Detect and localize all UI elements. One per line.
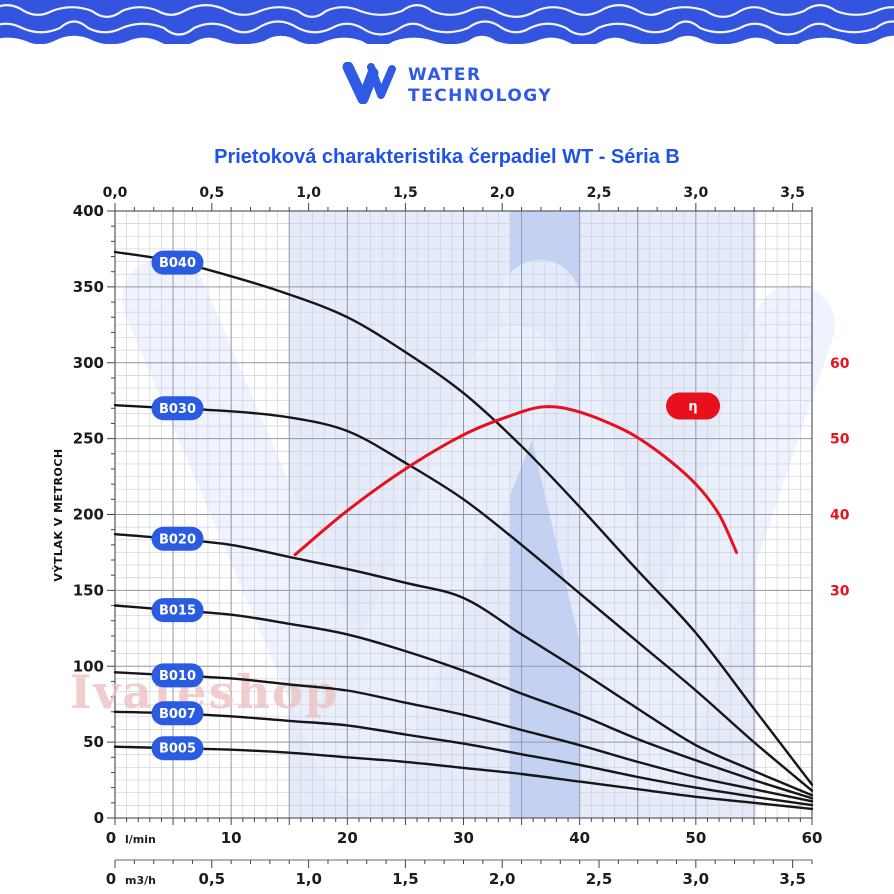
bottom-axis-zero: 0 (106, 829, 116, 847)
curve-B040 (113, 250, 814, 786)
shop-watermark: Ivateshop (70, 665, 339, 719)
pill-B007 (151, 701, 204, 726)
curve-η (293, 405, 738, 557)
right-axis-label: 60 (830, 356, 850, 372)
ruler-axis-unit: m3/h (125, 874, 156, 887)
banner-waves-icon (0, 0, 894, 60)
axis-labels: 0,0 0,5 1,0 1,5 2,0 2,5 3,0 3,5 10 20 30 40 50 60 0,5 1… (73, 185, 850, 888)
left-axis-label: 350 (73, 278, 104, 296)
pill-label-B007: B007 (159, 707, 196, 722)
bottom-axis-label: 20 (337, 829, 358, 847)
water-technology-logo-icon (342, 62, 396, 104)
pill-B010 (151, 663, 204, 688)
top-axis-label: 3,0 (683, 185, 708, 201)
banner-wave (0, 4, 894, 18)
logo-text: WATER TECHNOLOGY (408, 65, 552, 107)
pill-B005 (151, 736, 204, 761)
logo-text-line1: WATER (408, 65, 482, 85)
left-axis-label: 250 (73, 430, 104, 448)
ruler-axis-label: 3,0 (683, 870, 710, 888)
left-axis-label: 150 (73, 581, 104, 599)
ruler-axis-label: 1,0 (295, 870, 322, 888)
pill-label-B015: B015 (159, 604, 196, 619)
left-axis-label: 200 (73, 506, 104, 524)
ruler-axis-label: 2,5 (586, 870, 613, 888)
pill-label-B005: B005 (159, 742, 196, 757)
top-axis-label: 2,5 (587, 185, 612, 201)
bottom-axis-label: 30 (453, 829, 474, 847)
ruler-axis-label: 0,5 (199, 870, 226, 888)
left-axis-label: 100 (73, 657, 104, 675)
pill-label-B020: B020 (159, 532, 196, 547)
top-axis-label: 1,0 (296, 185, 321, 201)
right-axis-label: 40 (830, 508, 850, 524)
top-axis-label: 1,5 (393, 185, 418, 201)
left-axis-label: 50 (83, 733, 104, 751)
top-axis-label: 2,0 (490, 185, 515, 201)
page-title: Prietoková charakteristika čerpadiel WT … (214, 146, 680, 168)
pill-η (666, 392, 721, 420)
bottom-axis-label: 60 (802, 829, 823, 847)
right-axis-label: 50 (830, 432, 850, 448)
bottom-axis-unit: l/min (125, 833, 156, 846)
pill-label-B040: B040 (159, 256, 196, 271)
top-axis-label: 3,5 (780, 185, 805, 201)
top-banner (0, 0, 894, 60)
pill-label-B030: B030 (159, 402, 196, 417)
bottom-axis-label: 10 (221, 829, 242, 847)
pump-curves-chart: 0,0 0,5 1,0 1,5 2,0 2,5 3,0 3,5 10 20 30 40 50 60 0,5 1… (52, 185, 850, 888)
curve-B020 (113, 533, 814, 797)
pill-B020 (151, 526, 204, 551)
ruler-axis-label: 2,0 (489, 870, 516, 888)
curve-B010 (113, 671, 814, 803)
left-axis-label: 300 (73, 354, 104, 372)
banner-wave (0, 20, 894, 36)
curve-label-pills: B040 B030 B020 B015 B010 B007 B005 η (151, 250, 721, 761)
left-axis-label: 0 (94, 809, 104, 827)
top-axis-label: 0,0 (103, 185, 128, 201)
pill-B015 (151, 598, 204, 623)
logo-text-line2: TECHNOLOGY (408, 86, 553, 106)
curve-B007 (113, 710, 814, 807)
pill-label-η: η (688, 399, 697, 414)
top-axis-label: 0,5 (199, 185, 224, 201)
left-axis-label: 400 (73, 202, 104, 220)
ruler-axis-label: 3,5 (779, 870, 806, 888)
y-axis-title: VÝTLAK V METROCH (52, 448, 65, 581)
pump-curves (113, 250, 814, 811)
pill-B040 (151, 250, 204, 275)
curve-B005 (113, 745, 814, 811)
bottom-axis-label: 50 (685, 829, 706, 847)
right-axis-label: 30 (830, 583, 850, 599)
ruler-axis-label: 1,5 (392, 870, 419, 888)
pill-label-B010: B010 (159, 669, 196, 684)
curve-B030 (113, 404, 814, 792)
curve-B015 (113, 604, 814, 800)
bottom-axis-label: 40 (569, 829, 590, 847)
pill-B030 (151, 396, 204, 421)
ruler-axis-zero: 0 (106, 870, 116, 888)
